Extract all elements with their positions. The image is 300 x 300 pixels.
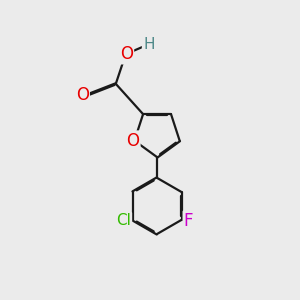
Text: O: O (76, 86, 88, 104)
Text: O: O (126, 132, 139, 150)
Text: F: F (184, 212, 194, 230)
Text: Cl: Cl (116, 213, 131, 228)
Text: O: O (120, 45, 133, 63)
Text: H: H (143, 37, 154, 52)
